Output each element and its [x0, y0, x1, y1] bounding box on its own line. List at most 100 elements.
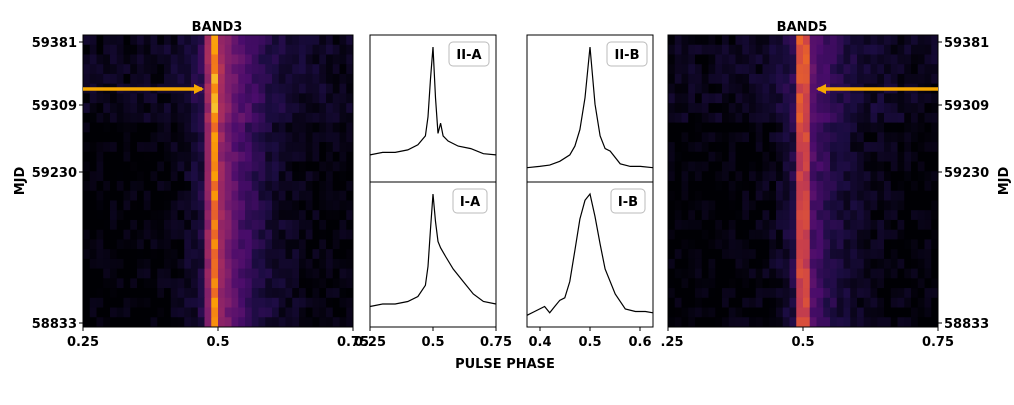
heatmap-cell	[123, 190, 131, 201]
heatmap-cell	[924, 44, 932, 55]
heatmap-cell	[789, 112, 797, 124]
heatmap-cell	[319, 151, 327, 163]
heatmap-cell	[728, 171, 736, 182]
heatmap-cell	[123, 73, 131, 85]
heatmap-cell	[917, 278, 925, 289]
heatmap-cell	[830, 200, 838, 211]
heatmap-cell	[299, 161, 307, 172]
heatmap-cell	[769, 200, 777, 211]
heatmap-cell	[809, 307, 817, 318]
heatmap-cell	[755, 161, 763, 172]
heatmap-cell	[103, 54, 111, 65]
band5-ytick: 59309	[944, 99, 989, 114]
heatmap-cell	[850, 44, 858, 55]
heatmap-cell	[137, 122, 145, 133]
heatmap-cell	[191, 142, 199, 153]
heatmap-cell	[836, 151, 844, 163]
heatmap-cell	[762, 54, 770, 65]
heatmap-cell	[843, 219, 851, 231]
heatmap-cell	[285, 44, 293, 55]
heatmap-cell	[762, 64, 770, 75]
heatmap-cell	[836, 210, 844, 221]
heatmap-cell	[272, 200, 280, 211]
heatmap-cell	[137, 161, 145, 172]
heatmap-cell	[789, 171, 797, 182]
heatmap-cell	[326, 200, 334, 211]
heatmap-cell	[218, 142, 226, 153]
heatmap-cell	[170, 258, 178, 270]
heatmap-cell	[816, 122, 824, 133]
heatmap-cell	[843, 268, 851, 279]
heatmap-cell	[204, 83, 212, 94]
heatmap-cell	[884, 219, 892, 231]
heatmap-cell	[332, 83, 340, 94]
heatmap-cell	[305, 307, 313, 318]
heatmap-cell	[708, 278, 716, 289]
heatmap-cell	[904, 249, 912, 260]
heatmap-cell	[701, 142, 709, 153]
heatmap-cell	[695, 288, 703, 299]
heatmap-cell	[917, 288, 925, 299]
heatmap-cell	[278, 151, 286, 163]
heatmap-cell	[681, 171, 689, 182]
heatmap-cell	[735, 161, 743, 172]
heatmap-cell	[278, 278, 286, 289]
heatmap-cell	[197, 112, 205, 124]
heatmap-cell	[89, 229, 97, 240]
heatmap-cell	[238, 161, 246, 172]
heatmap-cell	[823, 288, 831, 299]
heatmap-cell	[809, 112, 817, 124]
heatmap-cell	[877, 44, 885, 55]
heatmap-cell	[224, 54, 232, 65]
heatmap-cell	[103, 151, 111, 163]
heatmap-cell	[278, 83, 286, 94]
heatmap-cell	[319, 278, 327, 289]
heatmap-cell	[830, 258, 838, 270]
heatmap-cell	[170, 278, 178, 289]
heatmap-cell	[231, 200, 239, 211]
heatmap-cell	[143, 229, 151, 240]
heatmap-cell	[782, 83, 790, 94]
heatmap-cell	[272, 229, 280, 240]
heatmap-cell	[863, 307, 871, 318]
heatmap-cell	[681, 142, 689, 153]
heatmap-cell	[170, 307, 178, 318]
heatmap-cell	[96, 112, 104, 124]
profile-I-A-line	[369, 193, 497, 308]
heatmap-cell	[796, 258, 804, 270]
heatmap-cell	[278, 112, 286, 124]
heatmap-cell	[137, 181, 145, 192]
heatmap-cell	[211, 93, 219, 104]
heatmap-cell	[285, 132, 293, 143]
heatmap-cell	[789, 239, 797, 250]
heatmap-cell	[197, 307, 205, 318]
heatmap-cell	[278, 200, 286, 211]
heatmap-cell	[170, 44, 178, 55]
heatmap-cell	[863, 200, 871, 211]
heatmap-cell	[735, 219, 743, 231]
heatmap-cell	[265, 219, 273, 231]
heatmap-cell	[890, 122, 898, 133]
heatmap-cell	[251, 258, 259, 270]
heatmap-cell	[130, 229, 138, 240]
heatmap-cell	[742, 64, 750, 75]
heatmap-cell	[877, 54, 885, 65]
heatmap-cell	[755, 64, 763, 75]
heatmap-cell	[123, 151, 131, 163]
heatmap-cell	[769, 73, 777, 85]
heatmap-cell	[285, 239, 293, 250]
heatmap-cell	[312, 161, 320, 172]
heatmap-cell	[897, 297, 905, 309]
heatmap-cell	[708, 142, 716, 153]
heatmap-cell	[776, 151, 784, 163]
heatmap-cell	[164, 112, 172, 124]
heatmap-cell	[116, 229, 124, 240]
heatmap-cell	[796, 83, 804, 94]
heatmap-cell	[299, 171, 307, 182]
heatmap-cell	[877, 161, 885, 172]
heatmap-cell	[742, 181, 750, 192]
heatmap-cell	[96, 239, 104, 250]
heatmap-cell	[150, 219, 158, 231]
heatmap-cell	[735, 288, 743, 299]
heatmap-cell	[218, 239, 226, 250]
